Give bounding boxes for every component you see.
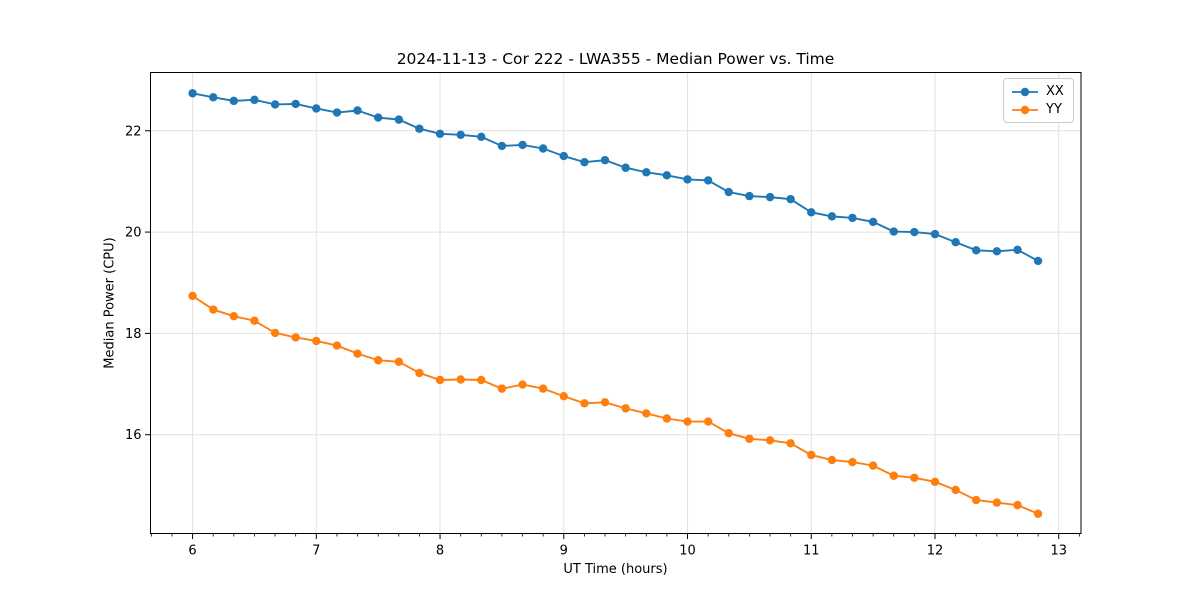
svg-text:7: 7 <box>312 544 320 559</box>
series-lines <box>188 89 1043 518</box>
svg-text:20: 20 <box>125 226 142 241</box>
y-axis-ticks <box>145 130 151 436</box>
y-axis-label: Median Power (CPU) <box>102 237 118 369</box>
legend-label-yy: YY <box>1046 102 1062 117</box>
axes-frame <box>150 72 1082 534</box>
legend-marker-xx <box>1012 87 1038 96</box>
svg-text:10: 10 <box>679 544 696 559</box>
svg-text:11: 11 <box>803 544 820 559</box>
svg-text:8: 8 <box>436 544 444 559</box>
legend-marker-yy <box>1012 105 1038 114</box>
legend-label-xx: XX <box>1046 84 1064 99</box>
x-tick-labels: 6 7 8 9 10 11 12 13 <box>188 544 1067 559</box>
svg-text:9: 9 <box>560 544 568 559</box>
chart-title: 2024-11-13 - Cor 222 - LWA355 - Median P… <box>396 50 835 68</box>
svg-text:16: 16 <box>125 428 142 443</box>
legend-item: YY <box>1011 102 1064 117</box>
svg-text:18: 18 <box>125 327 142 342</box>
svg-text:13: 13 <box>1050 544 1067 559</box>
legend: XX YY <box>1003 78 1074 123</box>
legend-item: XX <box>1011 84 1064 99</box>
y-tick-labels: 16 18 20 22 <box>125 124 142 443</box>
x-axis-ticks <box>150 533 1080 539</box>
x-axis-label: UT Time (hours) <box>563 562 668 577</box>
svg-text:12: 12 <box>927 544 944 559</box>
svg-text:22: 22 <box>125 124 142 139</box>
svg-text:6: 6 <box>188 544 196 559</box>
gridlines <box>150 72 1081 534</box>
